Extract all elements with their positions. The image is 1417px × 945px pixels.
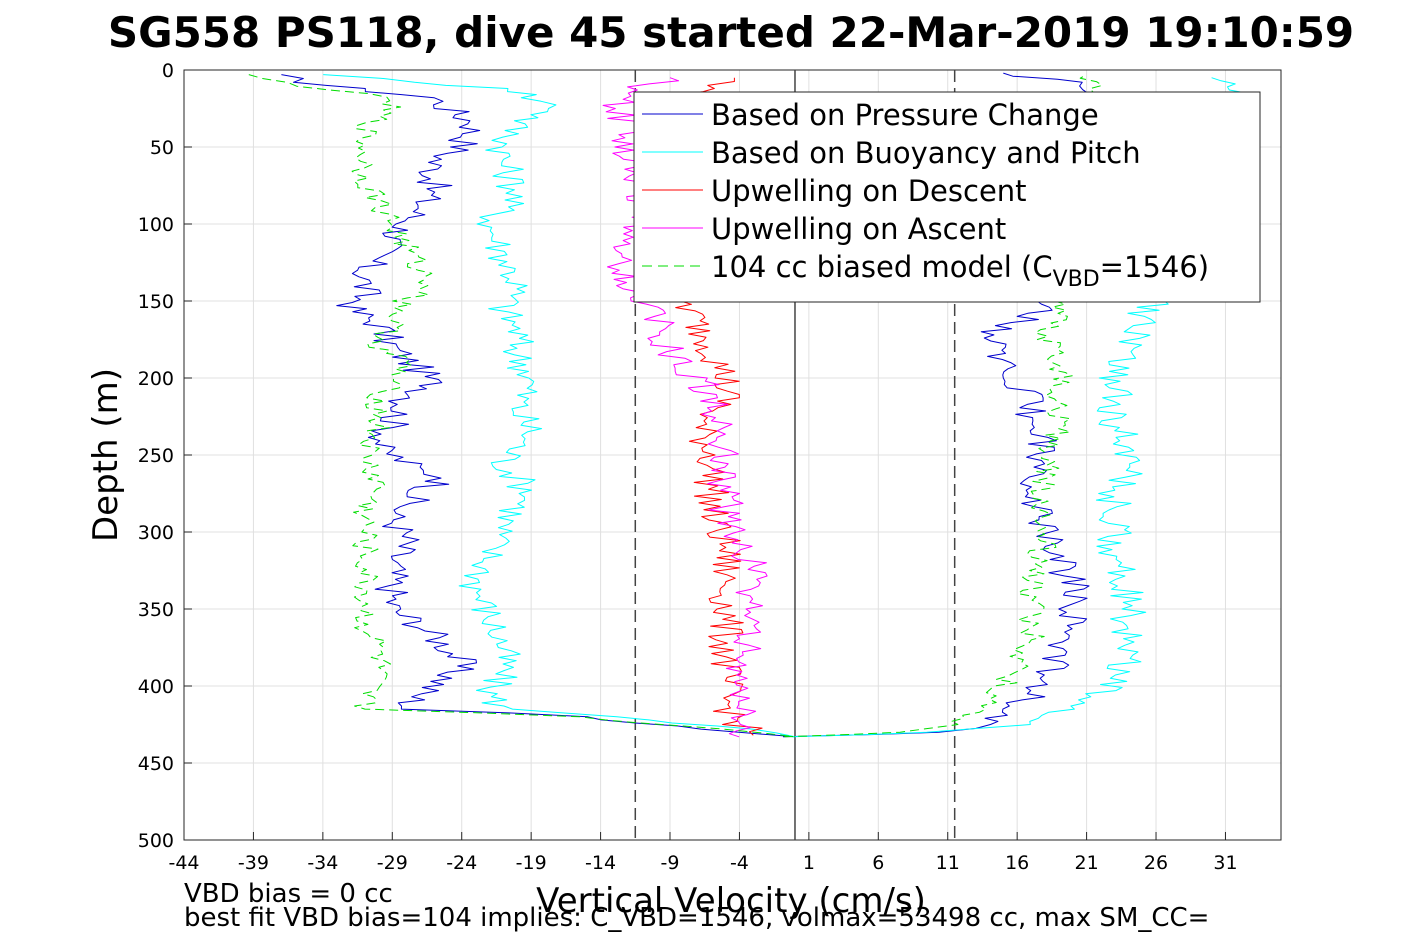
- x-tick-label: 1: [803, 852, 815, 874]
- y-tick-label: 150: [138, 291, 174, 313]
- legend: Based on Pressure Change Based on Buoyanc…: [633, 91, 1261, 303]
- x-axis-ticks: -44 -39 -34 -29 -24 -19 -14 -9 -4 1 6 11 16 21 26 31: [168, 832, 1238, 874]
- x-tick-label: -39: [238, 852, 269, 874]
- legend-label: Based on Pressure Change: [711, 98, 1099, 132]
- y-axis-ticks: 0 50 100 150 200 250 300 350 400 450 500: [138, 60, 192, 852]
- vbd-bias-note: VBD bias = 0 cc: [184, 879, 393, 909]
- chart-title: SG558 PS118, dive 45 started 22-Mar-2019…: [108, 8, 1354, 57]
- x-tick-label: -44: [168, 852, 199, 874]
- y-tick-label: 0: [162, 60, 174, 82]
- y-tick-label: 450: [138, 753, 174, 775]
- x-tick-label: 11: [936, 852, 960, 874]
- legend-label: 104 cc biased model (CVBD=1546): [711, 250, 1209, 292]
- x-tick-label: 31: [1213, 852, 1237, 874]
- x-tick-label: 6: [872, 852, 884, 874]
- x-tick-label: 26: [1144, 852, 1168, 874]
- series-line: [784, 74, 1114, 738]
- y-tick-label: 200: [138, 368, 174, 390]
- legend-box: [633, 91, 1261, 303]
- legend-label-end: =1546): [1100, 250, 1209, 284]
- x-tick-label: -4: [730, 852, 749, 874]
- legend-label: Upwelling on Descent: [711, 174, 1027, 208]
- series-line: [281, 74, 796, 738]
- x-tick-label: -34: [307, 852, 338, 874]
- x-tick-label: -19: [516, 852, 547, 874]
- y-tick-label: 400: [138, 676, 174, 698]
- x-axis-label: Vertical Velocity (cm/s): [536, 881, 926, 921]
- y-tick-label: 50: [150, 137, 174, 159]
- legend-label: Upwelling on Ascent: [711, 212, 1006, 246]
- x-tick-label: -29: [377, 852, 408, 874]
- legend-label-subscript: VBD: [1053, 267, 1100, 292]
- x-tick-label: 16: [1005, 852, 1029, 874]
- x-tick-label: -14: [585, 852, 616, 874]
- y-tick-label: 250: [138, 445, 174, 467]
- x-tick-label: 21: [1075, 852, 1099, 874]
- x-tick-label: -24: [446, 852, 477, 874]
- y-tick-label: 100: [138, 214, 174, 236]
- legend-label-main: 104 cc biased model (C: [711, 250, 1053, 284]
- series-line: [323, 74, 796, 738]
- y-axis-label: Depth (m): [86, 368, 126, 542]
- best-fit-note: best fit VBD bias=104 implies: C_VBD=154…: [184, 903, 1210, 933]
- y-tick-label: 500: [138, 830, 174, 852]
- legend-label: Based on Buoyancy and Pitch: [711, 136, 1141, 170]
- y-tick-label: 300: [138, 522, 174, 544]
- series-line: [248, 74, 796, 738]
- x-tick-label: -9: [661, 852, 680, 874]
- y-tick-label: 350: [138, 599, 174, 621]
